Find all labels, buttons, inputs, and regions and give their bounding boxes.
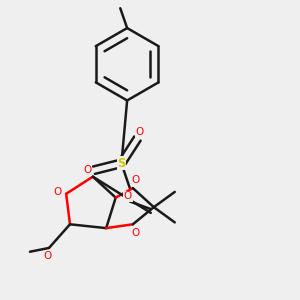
Text: O: O [135,127,143,137]
Text: O: O [131,175,139,185]
Text: O: O [43,251,51,261]
Text: O: O [54,187,62,197]
Text: O: O [124,191,132,202]
Text: O: O [83,165,91,175]
Text: S: S [117,157,126,170]
Text: O: O [131,228,139,238]
